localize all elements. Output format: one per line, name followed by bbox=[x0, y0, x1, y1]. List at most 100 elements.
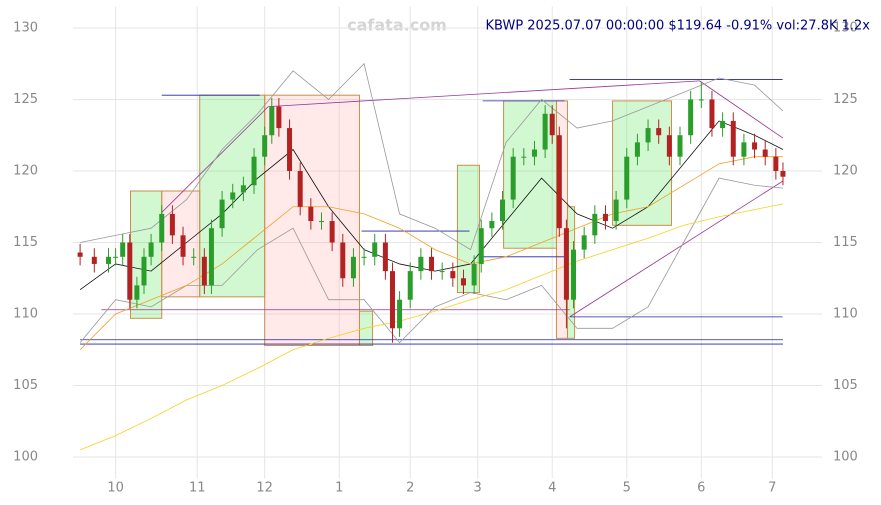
zone bbox=[612, 100, 672, 226]
candle-body bbox=[180, 235, 186, 257]
candle-body bbox=[752, 142, 758, 150]
candle-body bbox=[318, 221, 324, 223]
candle-body bbox=[361, 256, 367, 258]
candle-body bbox=[780, 170, 786, 177]
y-tick-label-right: 105 bbox=[833, 378, 858, 393]
candle-body bbox=[127, 242, 133, 300]
level-line bbox=[268, 80, 700, 108]
candle-body bbox=[251, 156, 257, 186]
candle-body bbox=[141, 256, 147, 286]
x-tick-label: 1 bbox=[335, 481, 343, 496]
candle-body bbox=[666, 135, 672, 157]
candle-body bbox=[113, 256, 119, 258]
candle-body bbox=[571, 249, 577, 300]
candle-body bbox=[730, 120, 736, 157]
y-tick-label: 120 bbox=[13, 163, 38, 178]
x-tick-label: 5 bbox=[623, 481, 631, 496]
candle-body bbox=[134, 285, 140, 300]
candle-body bbox=[169, 213, 175, 236]
indicator-line bbox=[79, 177, 783, 344]
y-tick-label-right: 125 bbox=[833, 92, 858, 107]
candle-body bbox=[773, 156, 779, 171]
candle-body bbox=[308, 206, 314, 222]
x-tick-label: 12 bbox=[256, 481, 273, 496]
candle-body bbox=[688, 99, 694, 136]
x-tick-label: 3 bbox=[474, 481, 482, 496]
candle-body bbox=[521, 156, 527, 158]
indicator-line bbox=[79, 156, 783, 351]
candle-body bbox=[489, 221, 495, 229]
candle-body bbox=[418, 256, 424, 272]
y-tick-label-right: 120 bbox=[833, 163, 858, 178]
candle-body bbox=[741, 142, 747, 157]
candle-body bbox=[677, 135, 683, 157]
candle-body bbox=[77, 252, 83, 257]
candle-body bbox=[613, 199, 619, 222]
candle-body bbox=[407, 271, 413, 300]
level-line bbox=[569, 180, 784, 318]
candle-body bbox=[159, 213, 165, 243]
candle-body bbox=[602, 213, 608, 222]
candle-body bbox=[500, 199, 506, 222]
candle-body bbox=[439, 271, 445, 273]
candle-body bbox=[120, 242, 126, 257]
candle-body bbox=[720, 120, 726, 129]
candle-body bbox=[240, 185, 246, 193]
candle-body bbox=[542, 113, 548, 150]
candle-body bbox=[478, 228, 484, 264]
candle-body bbox=[556, 135, 562, 229]
y-tick-label-right: 115 bbox=[833, 235, 858, 250]
y-tick-label: 125 bbox=[13, 92, 38, 107]
candle-body bbox=[201, 256, 207, 286]
x-tick-label: 4 bbox=[548, 481, 556, 496]
candle-body bbox=[269, 106, 275, 136]
x-tick-label: 10 bbox=[107, 481, 124, 496]
candle-body bbox=[471, 263, 477, 286]
candle-body bbox=[297, 170, 303, 207]
candle-body bbox=[91, 256, 97, 264]
candle-body bbox=[460, 278, 466, 286]
candle-body bbox=[148, 242, 154, 257]
watermark: cafata.com bbox=[347, 16, 447, 35]
candle-body bbox=[709, 99, 715, 129]
candle-body bbox=[276, 106, 282, 129]
candle-body bbox=[656, 128, 662, 136]
indicator-line bbox=[79, 203, 784, 451]
candle-body bbox=[624, 156, 630, 200]
y-tick-label-right: 130 bbox=[833, 20, 858, 35]
indicator-line bbox=[79, 120, 784, 291]
y-tick-label-right: 100 bbox=[833, 450, 858, 465]
candle-body bbox=[549, 113, 555, 136]
candle-body bbox=[592, 213, 598, 236]
candle-body bbox=[762, 149, 768, 157]
candle-body bbox=[350, 256, 356, 279]
x-tick-label: 7 bbox=[768, 481, 776, 496]
candle-body bbox=[262, 135, 268, 157]
candle-body bbox=[219, 199, 225, 229]
candle-body bbox=[105, 256, 111, 264]
candle-body bbox=[191, 256, 197, 258]
y-tick-label: 110 bbox=[13, 307, 38, 322]
y-tick-label: 100 bbox=[13, 450, 38, 465]
candle-body bbox=[372, 242, 378, 257]
y-tick-label: 130 bbox=[13, 20, 38, 35]
candle-body bbox=[531, 149, 537, 157]
y-tick-label-right: 110 bbox=[833, 307, 858, 322]
candle-body bbox=[563, 228, 569, 300]
candle-body bbox=[389, 271, 395, 329]
y-tick-label: 105 bbox=[13, 378, 38, 393]
y-tick-label: 115 bbox=[13, 235, 38, 250]
indicator-line bbox=[80, 62, 784, 251]
candle-body bbox=[450, 271, 456, 279]
candle-body bbox=[382, 242, 388, 272]
candle-body bbox=[429, 256, 435, 272]
candle-body bbox=[397, 299, 403, 329]
candle-body bbox=[230, 192, 236, 200]
x-tick-label: 6 bbox=[697, 481, 705, 496]
candle-body bbox=[329, 221, 335, 243]
level-line bbox=[699, 80, 784, 139]
candle-body bbox=[634, 142, 640, 157]
candle-body bbox=[581, 235, 587, 250]
candle-body bbox=[645, 128, 651, 143]
